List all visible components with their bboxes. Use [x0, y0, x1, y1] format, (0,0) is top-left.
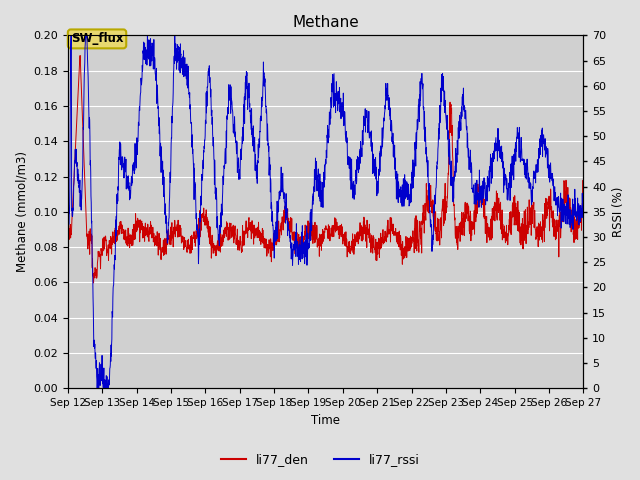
X-axis label: Time: Time: [311, 414, 340, 427]
Y-axis label: Methane (mmol/m3): Methane (mmol/m3): [15, 151, 28, 272]
Y-axis label: RSSI (%): RSSI (%): [612, 187, 625, 237]
Text: SW_flux: SW_flux: [71, 32, 124, 46]
Legend: li77_den, li77_rssi: li77_den, li77_rssi: [216, 448, 424, 471]
Title: Methane: Methane: [292, 15, 359, 30]
